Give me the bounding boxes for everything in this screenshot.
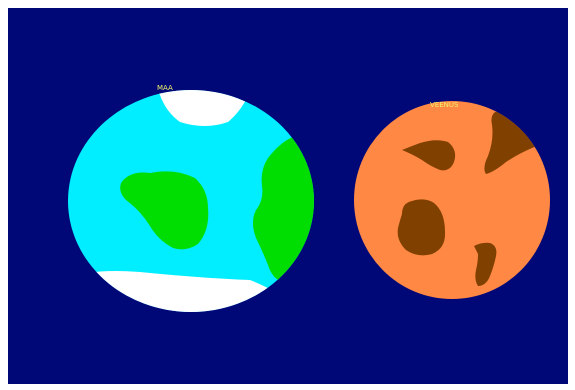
venus-spot-lower-right xyxy=(474,242,497,286)
venus-spot-upper-left xyxy=(402,140,456,171)
earth-continent-left xyxy=(120,171,209,250)
earth-south-ice-cap xyxy=(68,271,275,312)
venus-spot-center-left xyxy=(397,199,446,256)
earth-label: MAA xyxy=(157,84,173,92)
venus-label: VEENUS xyxy=(430,101,459,109)
